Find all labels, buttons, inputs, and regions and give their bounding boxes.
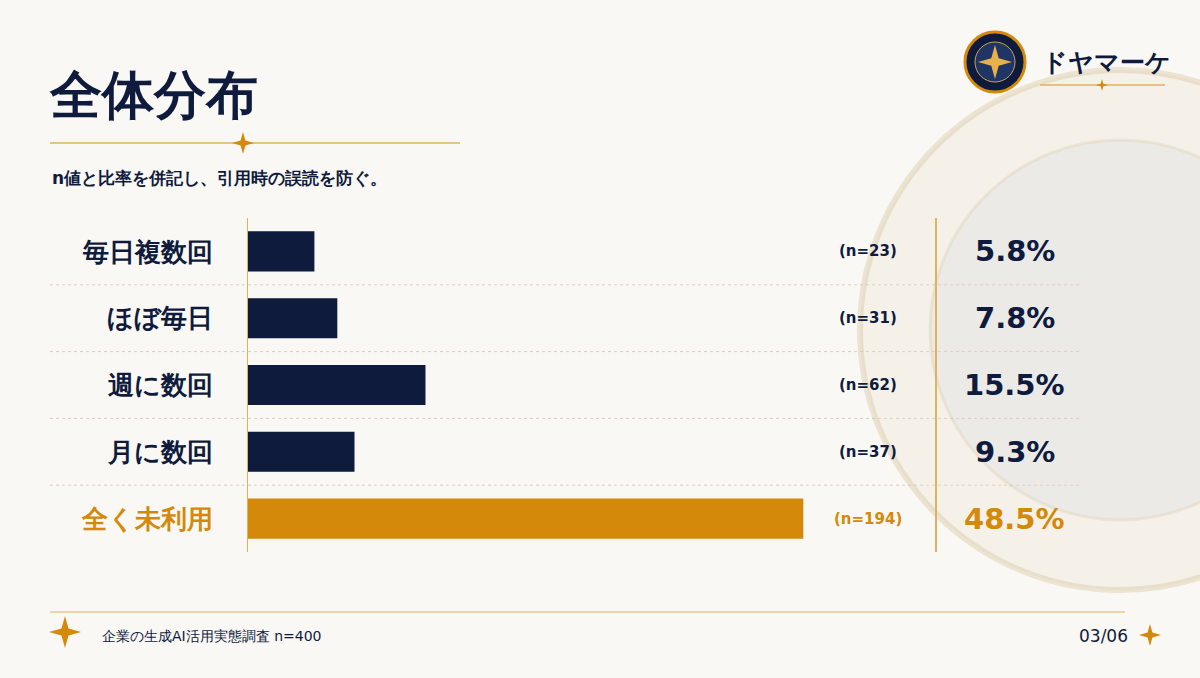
svg-text:週に数回: 週に数回 [108,370,213,400]
svg-text:(n=31): (n=31) [839,309,897,327]
svg-text:(n=62): (n=62) [839,376,897,394]
svg-text:n値と比率を併記し、引用時の誤読を防ぐ。: n値と比率を併記し、引用時の誤読を防ぐ。 [52,168,387,188]
svg-text:企業の生成AI活用実態調査 n=400: 企業の生成AI活用実態調査 n=400 [102,628,321,644]
svg-text:03/06: 03/06 [1079,626,1128,646]
svg-text:15.5%: 15.5% [964,368,1065,402]
svg-text:全く未利用: 全く未利用 [81,504,213,534]
svg-text:全体分布: 全体分布 [49,65,258,125]
svg-text:5.8%: 5.8% [975,234,1055,268]
svg-text:9.3%: 9.3% [975,435,1055,469]
svg-text:(n=23): (n=23) [839,242,897,260]
svg-text:(n=194): (n=194) [834,510,902,528]
svg-text:毎日複数回: 毎日複数回 [82,237,213,267]
svg-text:48.5%: 48.5% [964,502,1065,536]
svg-text:(n=37): (n=37) [839,443,897,461]
svg-text:ドヤマーケ: ドヤマーケ [1042,48,1171,77]
svg-text:月に数回: 月に数回 [107,437,213,467]
svg-text:7.8%: 7.8% [975,301,1055,335]
svg-text:ほぼ毎日: ほぼ毎日 [107,303,213,333]
